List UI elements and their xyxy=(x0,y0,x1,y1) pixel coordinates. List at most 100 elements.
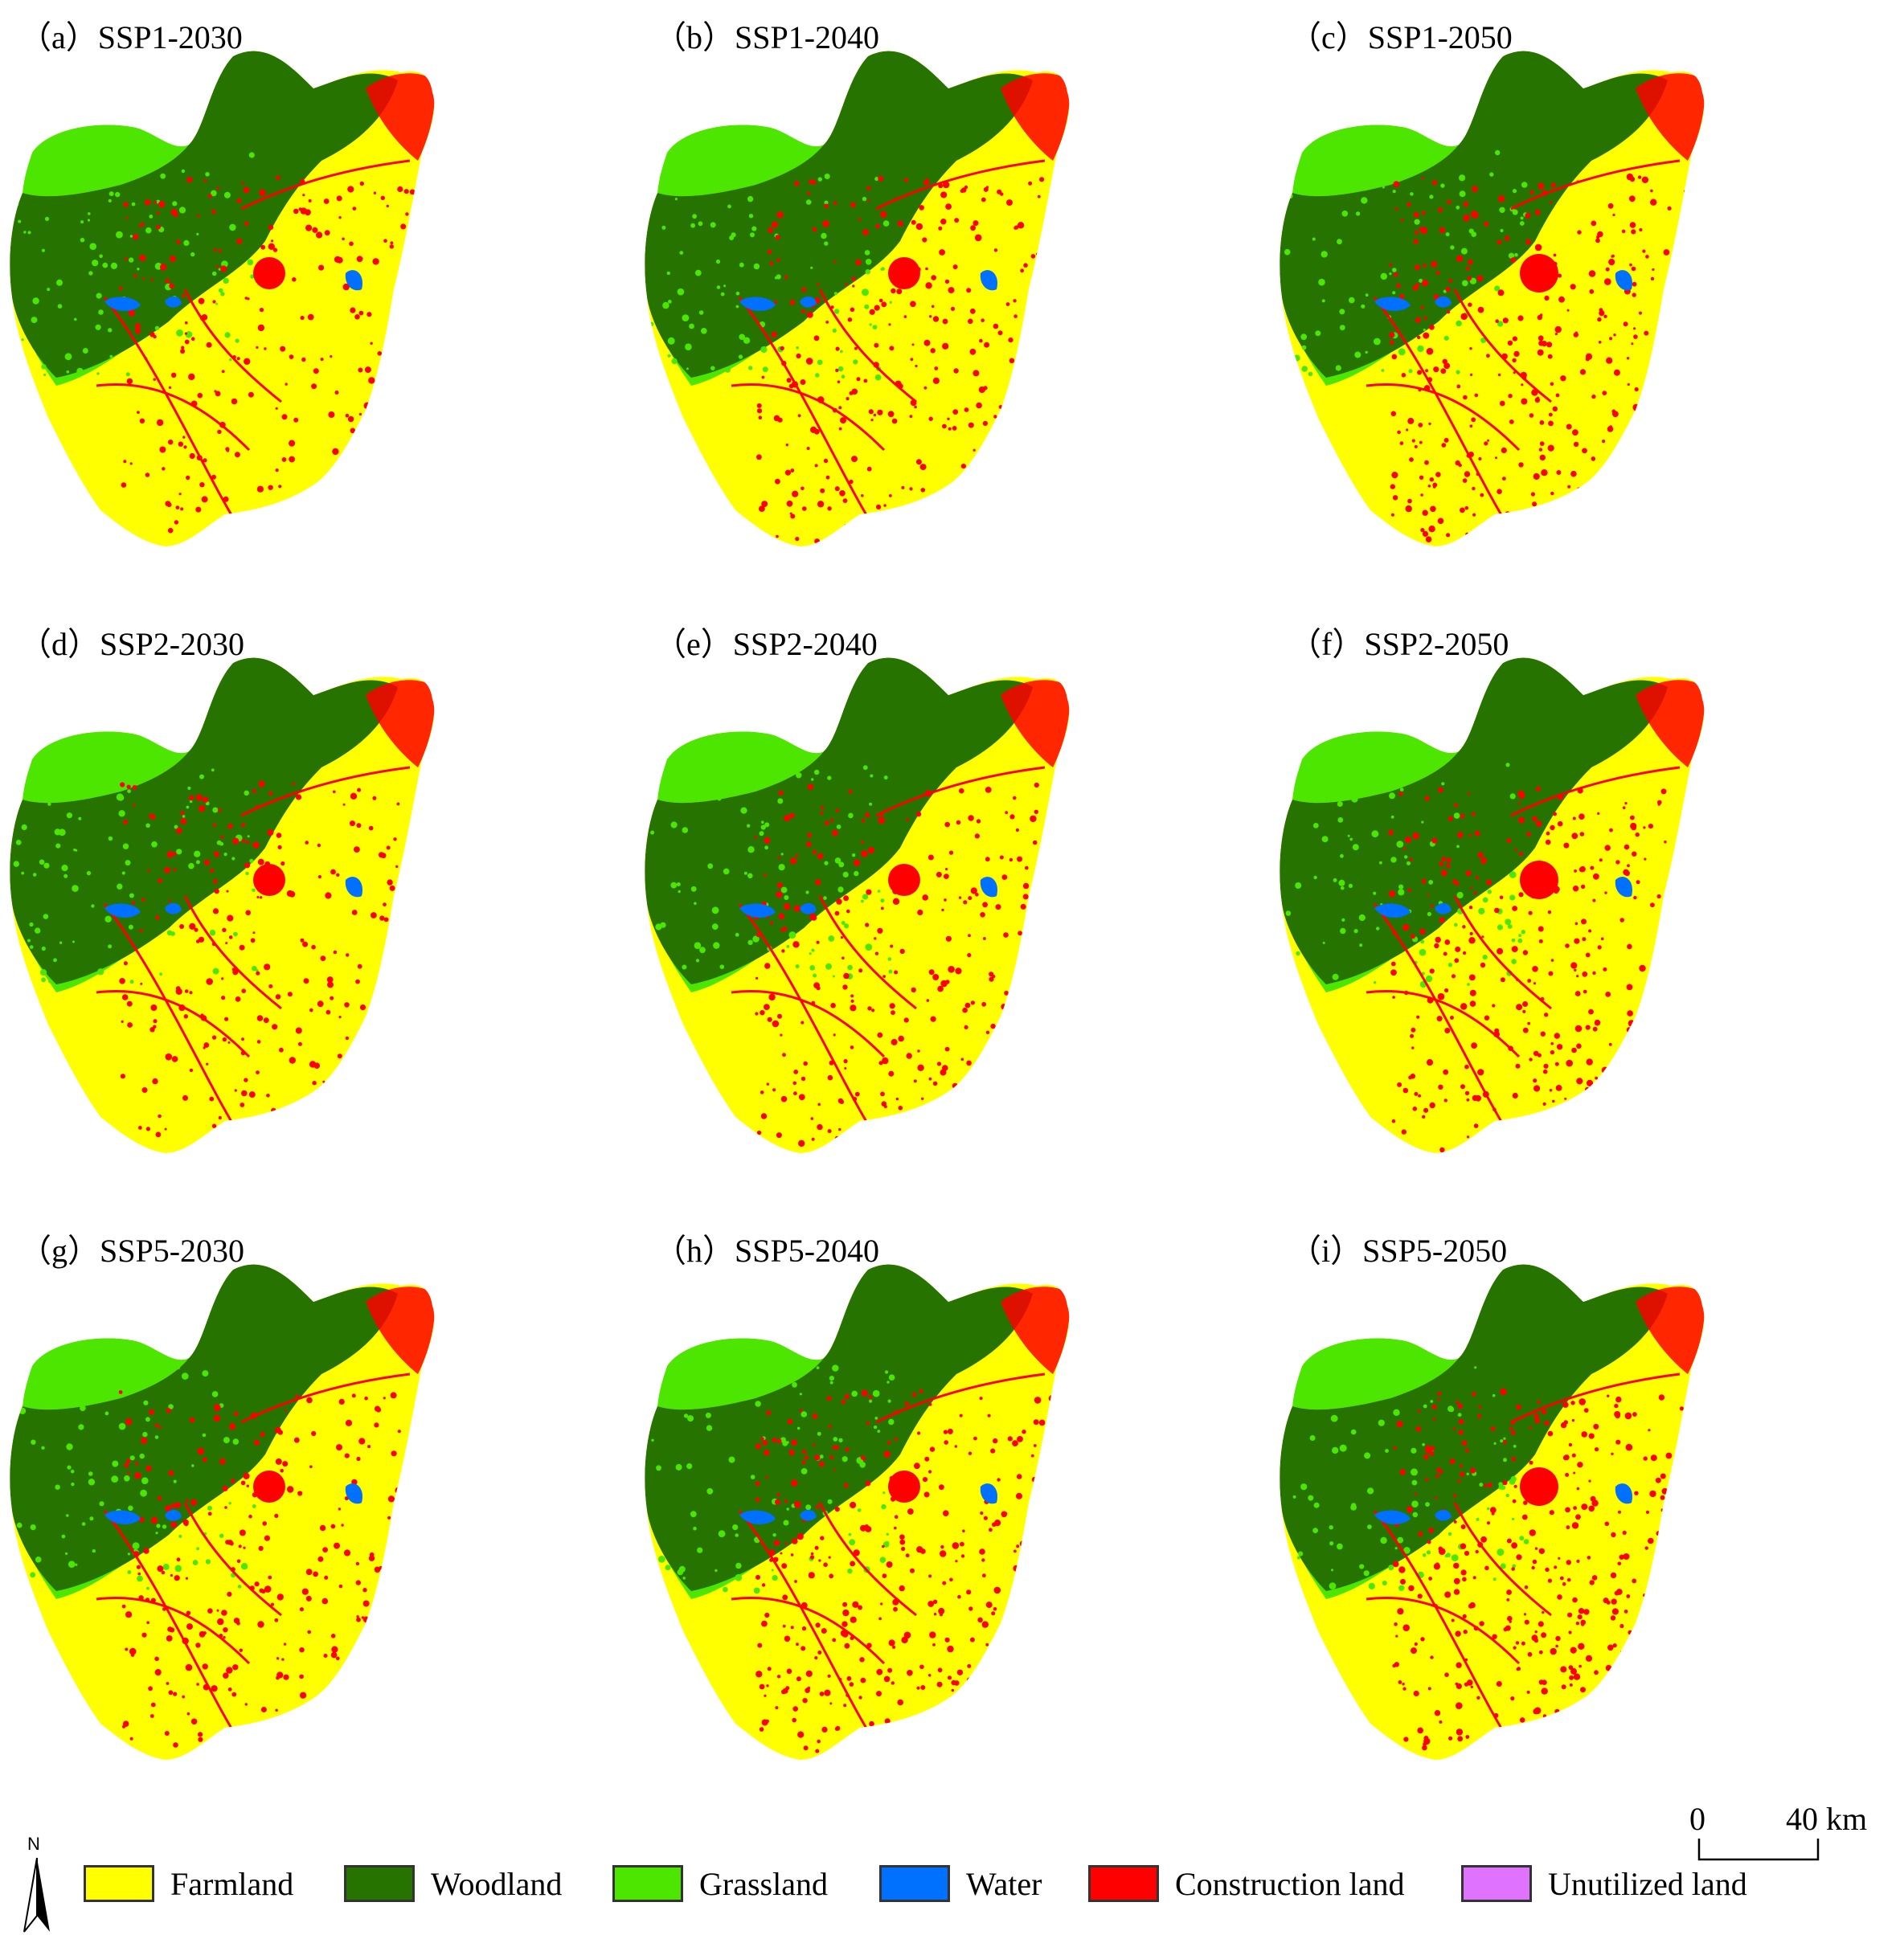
construction-patch xyxy=(256,1015,264,1021)
panel-title: （g）SSP5-2030 xyxy=(19,1233,245,1269)
construction-patch xyxy=(850,1501,857,1509)
construction-patch xyxy=(1434,1710,1441,1716)
construction-patch xyxy=(997,189,1002,194)
grassland-patch xyxy=(800,1411,808,1418)
grassland-patch xyxy=(23,374,28,379)
grassland-patch xyxy=(80,220,84,224)
grassland-patch xyxy=(1337,801,1343,807)
construction-patch xyxy=(1567,1612,1573,1618)
construction-patch xyxy=(387,879,393,886)
construction-patch xyxy=(1705,1411,1710,1416)
grassland-patch xyxy=(88,212,91,215)
construction-patch xyxy=(829,1702,833,1705)
construction-patch xyxy=(1437,1392,1441,1396)
construction-patch xyxy=(349,241,354,247)
construction-patch xyxy=(1047,1132,1054,1139)
construction-patch xyxy=(170,1521,178,1528)
construction-patch xyxy=(337,1136,342,1142)
construction-patch xyxy=(977,1617,983,1623)
construction-patch xyxy=(830,305,834,309)
construction-patch xyxy=(871,1008,875,1012)
grassland-patch xyxy=(1380,272,1387,280)
grassland-patch xyxy=(129,893,134,898)
road-line xyxy=(731,1597,886,1665)
grassland-patch xyxy=(1292,1495,1296,1499)
construction-patch xyxy=(766,1684,769,1688)
construction-patch xyxy=(1697,1708,1701,1712)
construction-patch xyxy=(1542,1714,1547,1718)
construction-patch xyxy=(1604,1676,1611,1682)
construction-patch xyxy=(1005,811,1009,815)
construction-patch xyxy=(1549,1510,1554,1516)
construction-patch xyxy=(420,1450,427,1457)
construction-patch xyxy=(764,1694,767,1697)
construction-patch xyxy=(356,256,363,263)
construction-patch xyxy=(1666,1696,1670,1700)
construction-patch xyxy=(927,854,934,861)
construction-patch xyxy=(850,1004,857,1012)
construction-patch xyxy=(174,1502,181,1508)
construction-patch xyxy=(1497,947,1504,955)
construction-patch xyxy=(1587,1556,1591,1560)
construction-patch xyxy=(773,1540,780,1546)
road-line xyxy=(731,383,886,452)
construction-patch xyxy=(222,1485,228,1491)
construction-patch xyxy=(322,1716,326,1720)
grassland-patch xyxy=(56,279,63,286)
construction-patch xyxy=(1623,321,1628,327)
construction-patch xyxy=(139,255,146,262)
construction-patch xyxy=(1695,377,1701,382)
construction-patch xyxy=(1615,860,1620,865)
grassland-patch xyxy=(16,1522,23,1528)
construction-patch xyxy=(1671,1537,1674,1540)
construction-patch xyxy=(1656,894,1661,899)
construction-patch xyxy=(327,981,334,988)
construction-patch xyxy=(383,239,387,243)
construction-patch xyxy=(1686,1585,1691,1589)
construction-patch xyxy=(1050,505,1054,509)
construction-patch xyxy=(985,1030,990,1034)
construction-patch xyxy=(1689,504,1693,507)
construction-patch xyxy=(313,1571,318,1577)
construction-patch xyxy=(1524,1585,1529,1589)
construction-patch xyxy=(1595,1706,1600,1712)
construction-patch xyxy=(1595,1447,1599,1452)
construction-patch xyxy=(898,1035,904,1042)
construction-patch xyxy=(439,1565,444,1570)
construction-patch xyxy=(811,914,817,921)
construction-patch xyxy=(1417,1409,1421,1413)
construction-patch xyxy=(842,1609,850,1617)
construction-patch xyxy=(845,283,848,286)
construction-patch xyxy=(947,1645,954,1653)
construction-patch xyxy=(224,1506,227,1509)
construction-patch xyxy=(1054,190,1060,195)
construction-patch xyxy=(932,1599,938,1604)
grassland-patch xyxy=(800,1468,808,1475)
construction-patch xyxy=(1395,1634,1398,1638)
construction-patch xyxy=(145,1465,152,1471)
construction-patch xyxy=(1460,1471,1465,1477)
construction-patch xyxy=(330,869,336,875)
construction-patch xyxy=(987,1125,994,1132)
construction-patch xyxy=(1535,820,1542,827)
grassland-patch xyxy=(1350,1504,1357,1511)
construction-patch xyxy=(1390,961,1396,967)
construction-patch xyxy=(1439,1720,1443,1724)
construction-patch xyxy=(1438,787,1443,793)
construction-patch xyxy=(802,506,807,511)
grassland-patch xyxy=(31,317,38,324)
grassland-patch xyxy=(847,1569,853,1574)
construction-patch xyxy=(1519,795,1524,800)
construction-patch xyxy=(420,198,426,203)
grassland-patch xyxy=(21,871,25,875)
construction-patch xyxy=(283,1642,287,1646)
grassland-patch xyxy=(59,941,63,944)
construction-patch xyxy=(1624,802,1628,805)
construction-patch xyxy=(796,353,801,359)
grassland-patch xyxy=(29,1385,35,1391)
construction-patch xyxy=(1632,1728,1638,1734)
construction-patch xyxy=(1498,195,1505,202)
grassland-patch xyxy=(132,778,138,784)
grassland-patch xyxy=(97,968,104,976)
grassland-patch xyxy=(861,899,864,903)
